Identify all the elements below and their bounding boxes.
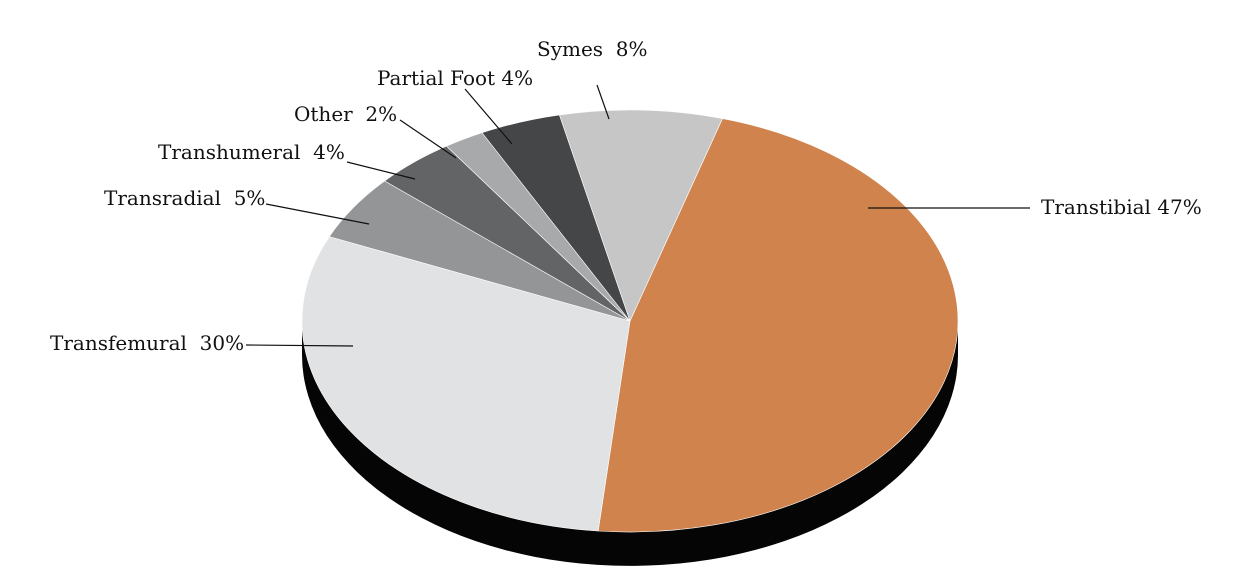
leader-line-partial-foot [464, 88, 513, 145]
leader-line-transhumeral [346, 161, 416, 180]
slice-labels: Transtibial 47% Transfemural 30% Transradi… [50, 37, 1202, 355]
slice-label-transhumeral: Transhumeral 4% [158, 140, 345, 164]
slice-label-symes: Symes 8% [537, 37, 648, 61]
slice-label-transradial: Transradial 5% [104, 186, 265, 210]
leader-line-transfemural [245, 344, 354, 347]
leader-line-symes [596, 84, 610, 120]
leader-line-transradial [265, 203, 370, 225]
leader-lines [245, 84, 1030, 347]
pie-depth-side [302, 321, 958, 566]
slice-label-transtibial: Transtibial 47% [1041, 195, 1202, 219]
pie-slice-symes [559, 109, 723, 322]
pie-depth [302, 321, 958, 566]
slice-label-partial-foot: Partial Foot 4% [377, 66, 533, 90]
leader-line-other [399, 119, 457, 159]
slice-label-transfemural: Transfemural 30% [50, 331, 244, 355]
pie-slice-transfemural [301, 236, 631, 532]
slice-label-other: Other 2% [294, 102, 397, 126]
pie-slice-transtibial [597, 118, 959, 533]
pie-slices [301, 109, 959, 533]
